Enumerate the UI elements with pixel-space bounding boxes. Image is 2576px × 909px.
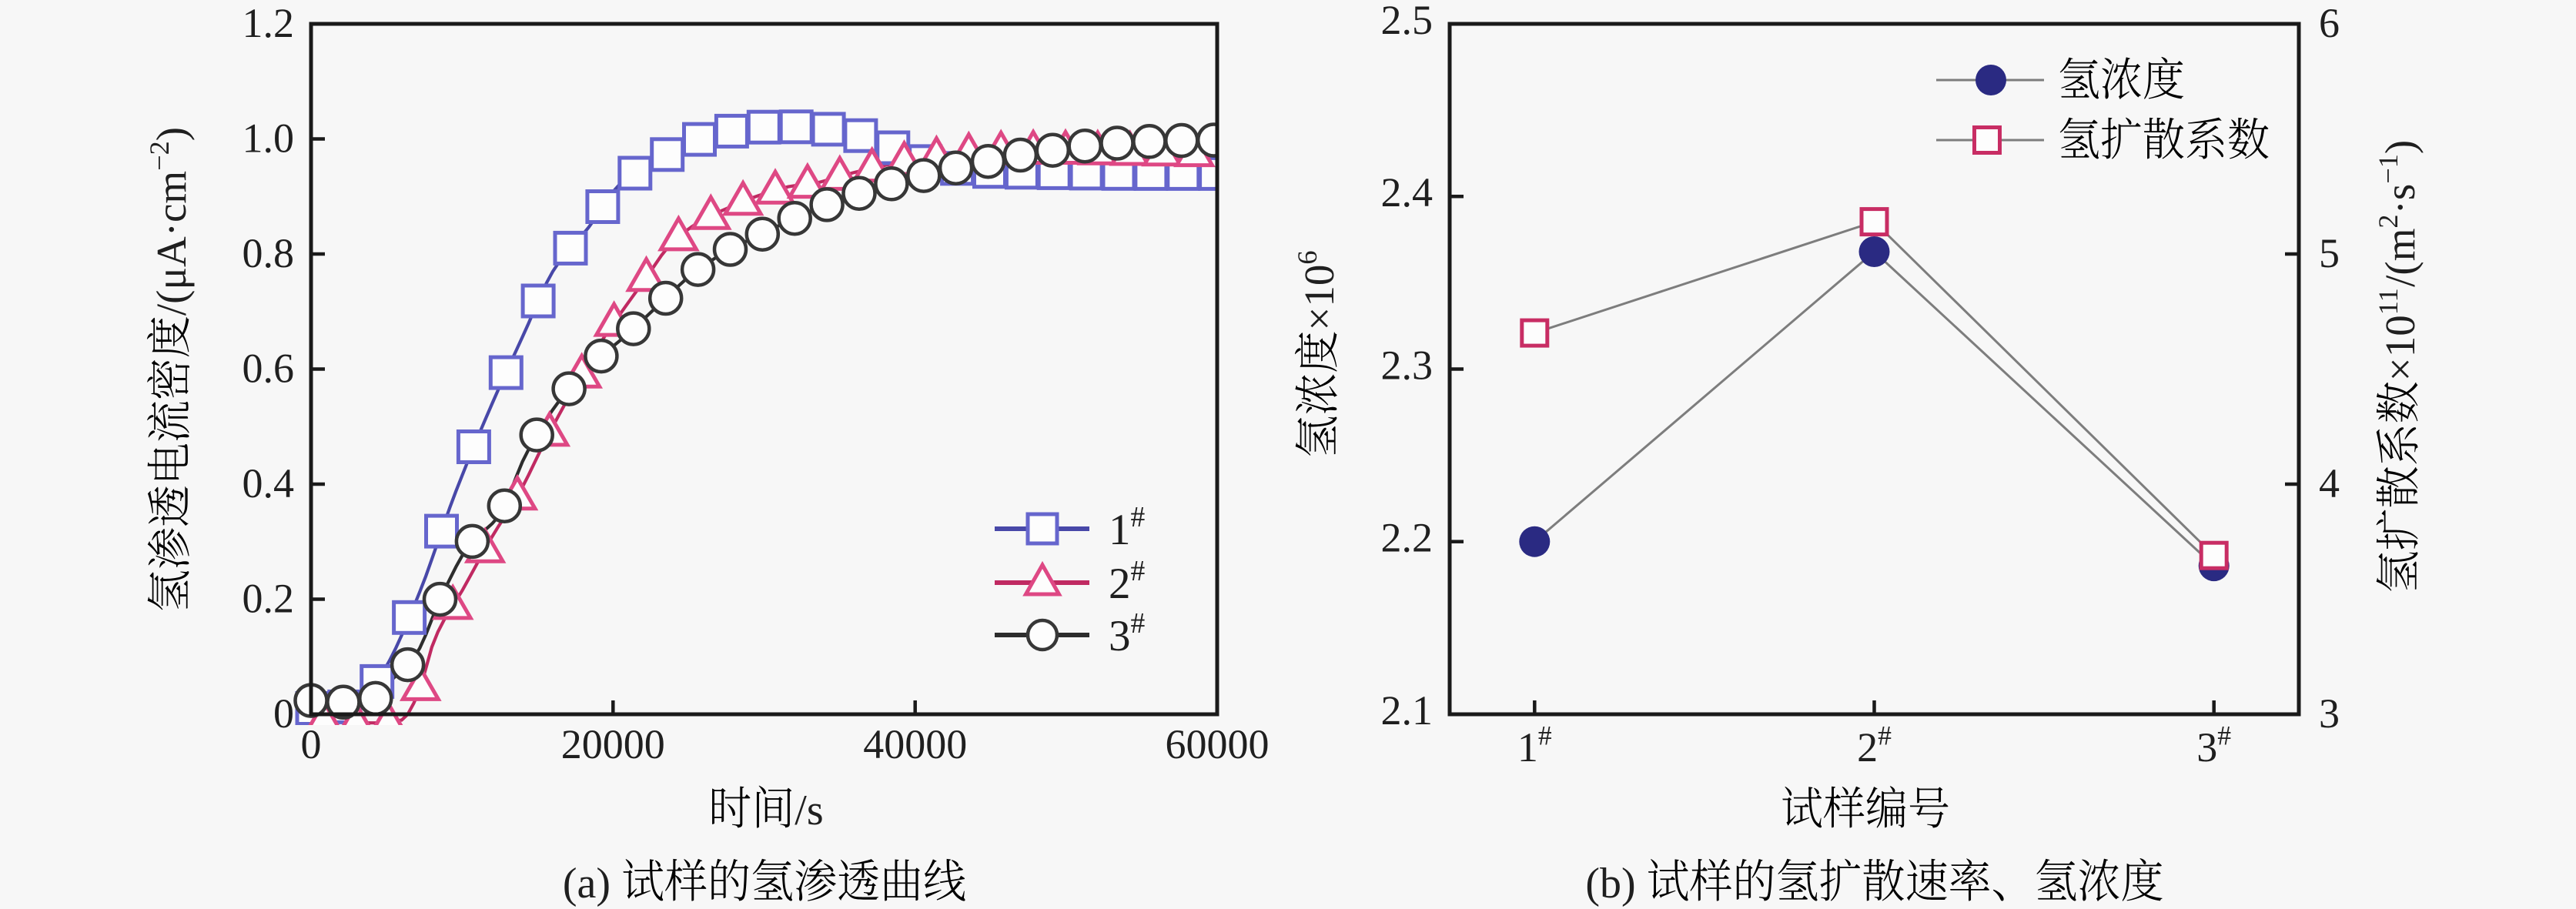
svg-text:#: # bbox=[2217, 720, 2231, 750]
svg-text:#: # bbox=[1131, 502, 1146, 533]
svg-text:#: # bbox=[1131, 608, 1146, 640]
svg-text:×10: ×10 bbox=[1296, 265, 1343, 331]
svg-text:−1: −1 bbox=[2373, 154, 2404, 184]
svg-text:−2: −2 bbox=[144, 141, 175, 171]
svg-text:(b): (b) bbox=[1585, 860, 1635, 907]
svg-text:#: # bbox=[1131, 556, 1146, 587]
svg-text:): ) bbox=[148, 127, 195, 141]
svg-text:2.2: 2.2 bbox=[1381, 515, 1434, 561]
svg-text:#: # bbox=[1878, 720, 1892, 750]
svg-text:3: 3 bbox=[2196, 724, 2217, 770]
svg-text:/(μA·cm: /(μA·cm bbox=[148, 171, 195, 316]
svg-text:3: 3 bbox=[1109, 612, 1131, 660]
svg-text:0: 0 bbox=[273, 690, 294, 737]
svg-text:1: 1 bbox=[1109, 506, 1131, 554]
svg-text:11: 11 bbox=[2373, 288, 2404, 315]
svg-text:·s: ·s bbox=[2377, 184, 2424, 215]
svg-text:2: 2 bbox=[1857, 724, 1878, 770]
svg-text:0: 0 bbox=[301, 721, 322, 767]
svg-text:0.4: 0.4 bbox=[243, 460, 295, 506]
svg-text:2.4: 2.4 bbox=[1381, 169, 1434, 216]
svg-text:×10: ×10 bbox=[2377, 315, 2424, 381]
svg-text:2.5: 2.5 bbox=[1381, 0, 1434, 43]
svg-text:0.2: 0.2 bbox=[243, 576, 295, 622]
svg-text:3: 3 bbox=[2319, 690, 2340, 737]
svg-text:1.0: 1.0 bbox=[243, 115, 295, 162]
svg-text:5: 5 bbox=[2319, 230, 2340, 276]
svg-text:): ) bbox=[2377, 140, 2424, 154]
svg-text:60000: 60000 bbox=[1166, 721, 1270, 767]
svg-text:0.8: 0.8 bbox=[243, 230, 295, 276]
svg-text:40000: 40000 bbox=[863, 721, 967, 767]
svg-text:2: 2 bbox=[1109, 560, 1131, 608]
svg-text:4: 4 bbox=[2319, 460, 2340, 506]
svg-text:1: 1 bbox=[1517, 724, 1538, 770]
svg-text:6: 6 bbox=[2319, 0, 2340, 46]
svg-text:#: # bbox=[1538, 720, 1552, 750]
svg-text:/(m: /(m bbox=[2377, 229, 2424, 287]
svg-text:6: 6 bbox=[1292, 250, 1323, 264]
svg-text:2.1: 2.1 bbox=[1381, 687, 1434, 734]
svg-text:1.2: 1.2 bbox=[243, 0, 295, 46]
svg-text:2: 2 bbox=[2373, 214, 2404, 228]
svg-text:/s: /s bbox=[795, 787, 823, 834]
svg-text:20000: 20000 bbox=[561, 721, 665, 767]
svg-text:0.6: 0.6 bbox=[243, 346, 295, 392]
svg-text:2.3: 2.3 bbox=[1381, 343, 1434, 389]
svg-text:(a): (a) bbox=[563, 860, 611, 907]
